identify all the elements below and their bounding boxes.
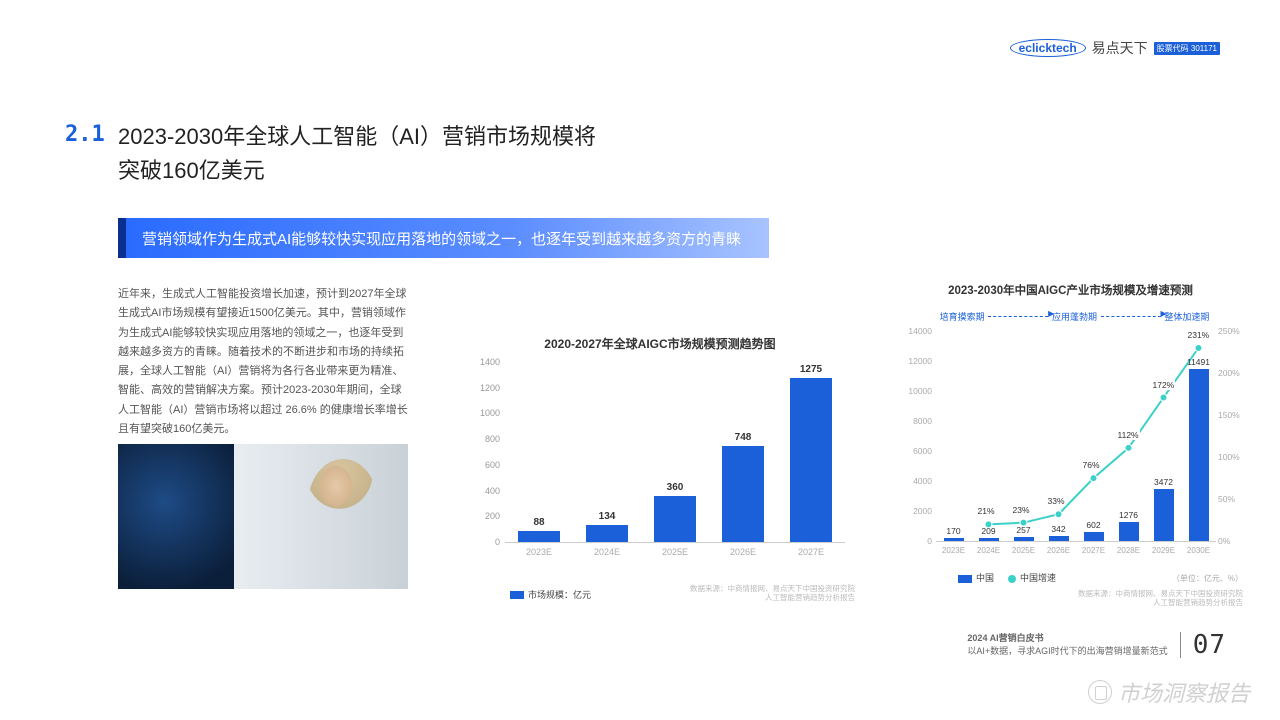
chart2-x-label: 2028E (1114, 546, 1144, 555)
chart2-pct-label: 21% (977, 506, 996, 516)
legend-dot-icon (1008, 575, 1016, 583)
body-paragraph: 近年来，生成式人工智能投资增长加速，预计到2027年全球生成式AI市场规模有望接… (118, 285, 408, 439)
chart1-bar (586, 525, 628, 542)
phase-arrow-icon (1101, 316, 1161, 330)
page-footer: 2024 AI营销白皮书 以AI+数据，寻求AGI时代下的出海营销增量新范式 0… (967, 630, 1226, 660)
chart2-bar (979, 538, 999, 541)
chart2-phase-row: 培育摸索期 应用蓬勃期 整体加速期 (936, 310, 1213, 324)
section-number: 2.1 (65, 122, 105, 147)
chart1-plot-area: 0200400600800100012001400882023E1342024E… (505, 363, 845, 543)
page-title: 2023-2030年全球人工智能（AI）营销市场规模将突破160亿美元 (118, 120, 596, 188)
chart2-x-label: 2023E (939, 546, 969, 555)
chart2-pct-label: 23% (1012, 505, 1031, 515)
chart2-x-label: 2030E (1184, 546, 1214, 555)
chart2-bar-label: 3472 (1149, 477, 1179, 487)
chart1-bar (654, 496, 696, 542)
chart2-bar (1189, 369, 1209, 541)
legend-swatch-icon (510, 591, 524, 599)
chart-global-aigc: 2020-2027年全球AIGC市场规模预测趋势图 02004006008001… (465, 335, 855, 595)
logo-cn: 易点天下 (1092, 38, 1148, 58)
chart2-bar (1154, 489, 1174, 541)
phase-label: 培育摸索期 (936, 310, 988, 324)
watermark-icon (1088, 680, 1112, 704)
chart2-bar-label: 170 (939, 526, 969, 536)
chart2-bar (944, 538, 964, 541)
chart1-bar-label: 360 (654, 482, 696, 493)
chart1-x-label: 2026E (722, 547, 764, 557)
chart2-plot-area: 020004000600080001000012000140000%50%100… (936, 332, 1216, 542)
chart2-bar-label: 209 (974, 526, 1004, 536)
chart2-pct-label: 33% (1047, 496, 1066, 506)
chart1-bar-label: 748 (722, 432, 764, 443)
chart2-pct-label: 112% (1117, 430, 1140, 440)
chart2-x-label: 2025E (1009, 546, 1039, 555)
chart2-bar-label: 342 (1044, 524, 1074, 534)
chart2-source: 数据来源：中商情报网、易点天下中国投资研究院人工智能营销趋势分析报告 (1078, 589, 1243, 609)
watermark-text: 市场洞察报告 (1118, 676, 1250, 708)
chart2-bar-label: 602 (1079, 520, 1109, 530)
chart2-x-label: 2027E (1079, 546, 1109, 555)
logo-en: eclicktech (1010, 39, 1086, 57)
chart2-pct-label: 231% (1187, 330, 1211, 340)
chart1-title: 2020-2027年全球AIGC市场规模预测趋势图 (465, 335, 855, 352)
banner-text: 营销领域作为生成式AI能够较快实现应用落地的领域之一，也逐年受到越来越多资方的青… (126, 218, 769, 258)
chart1-bar-label: 134 (586, 511, 628, 522)
chart2-bar (1049, 536, 1069, 541)
chart1-bar (722, 446, 764, 542)
chart2-title: 2023-2030年中国AIGC产业市场规模及增速预测 (898, 282, 1243, 298)
chart2-bar-label: 1276 (1114, 510, 1144, 520)
footer-line2: 以AI+数据，寻求AGI时代下的出海营销增量新范式 (967, 645, 1167, 658)
chart1-x-label: 2027E (790, 547, 832, 557)
chart-china-aigc: 2023-2030年中国AIGC产业市场规模及增速预测 培育摸索期 应用蓬勃期 整体… (898, 282, 1243, 612)
phase-arrow-icon (988, 316, 1048, 330)
chart1-bar (518, 531, 560, 542)
banner-accent-bar (118, 218, 126, 258)
chart1-bar-label: 88 (518, 517, 560, 528)
chart1-x-label: 2023E (518, 547, 560, 557)
chart2-bar-label: 11491 (1184, 357, 1214, 367)
chart2-pct-label: 76% (1082, 460, 1101, 470)
phase-label: 整体加速期 (1161, 310, 1213, 324)
chart1-source: 数据来源：中商情报网、易点天下中国投资研究院人工智能营销趋势分析报告 (690, 584, 855, 604)
chart2-x-label: 2026E (1044, 546, 1074, 555)
legend-swatch-icon (958, 575, 972, 583)
chart2-legend-bar: 中国 (976, 573, 994, 583)
chart1-legend: 市场规模：亿元 (510, 588, 591, 601)
chart2-legend: 中国 中国增速 (958, 571, 1056, 584)
footer-page-number: 07 (1193, 630, 1226, 660)
chart2-x-label: 2029E (1149, 546, 1179, 555)
chart2-pct-label: 172% (1152, 380, 1176, 390)
chart2-legend-line: 中国增速 (1020, 573, 1056, 583)
chart2-x-label: 2024E (974, 546, 1004, 555)
watermark: 市场洞察报告 (1088, 676, 1250, 708)
footer-text: 2024 AI营销白皮书 以AI+数据，寻求AGI时代下的出海营销增量新范式 (967, 632, 1167, 657)
logo-badge: 股票代码 301171 (1154, 42, 1220, 55)
chart2-bar (1084, 532, 1104, 541)
highlight-banner: 营销领域作为生成式AI能够较快实现应用落地的领域之一，也逐年受到越来越多资方的青… (118, 218, 769, 258)
chart1-bar-label: 1275 (790, 364, 832, 375)
footer-divider (1180, 632, 1181, 658)
chart2-unit: （单位：亿元、%） (1172, 573, 1243, 584)
chart1-x-label: 2024E (586, 547, 628, 557)
chart1-x-label: 2025E (654, 547, 696, 557)
chart2-bar (1014, 537, 1034, 541)
chart2-bar-label: 257 (1009, 525, 1039, 535)
chart2-bar (1119, 522, 1139, 541)
brand-logo: eclicktech 易点天下 股票代码 301171 (1010, 38, 1220, 58)
chart1-bar (790, 378, 832, 542)
phase-label: 应用蓬勃期 (1048, 310, 1100, 324)
illustration-photo (118, 444, 408, 589)
chart1-legend-label: 市场规模：亿元 (528, 588, 591, 601)
footer-line1: 2024 AI营销白皮书 (967, 632, 1167, 645)
